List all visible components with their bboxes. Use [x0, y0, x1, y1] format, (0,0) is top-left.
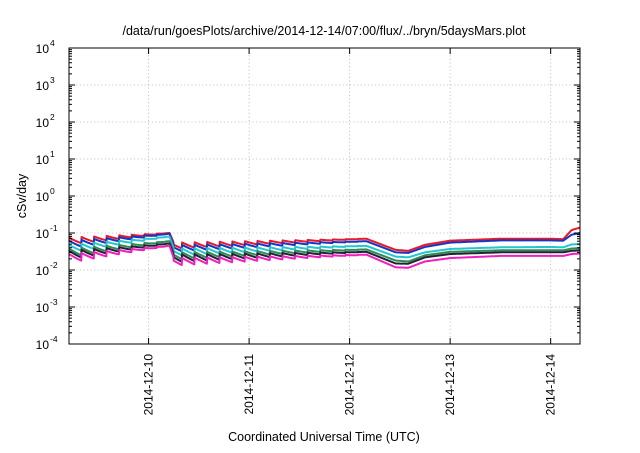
x-tick-label: 2014-12-11	[242, 354, 256, 415]
grid-lines	[69, 47, 580, 345]
series-group	[68, 226, 581, 269]
series-line	[68, 242, 581, 265]
y-tick-label: 10	[36, 79, 50, 93]
y-tick-label: 10	[36, 338, 50, 352]
y-tick-label-exponent: -2	[50, 260, 58, 270]
series-line	[68, 235, 581, 259]
chart-title: /data/run/goesPlots/archive/2014-12-14/0…	[122, 24, 526, 38]
series-line	[68, 226, 581, 252]
y-axis-label: cSv/day	[15, 173, 29, 218]
y-tick-label-exponent: 4	[50, 38, 55, 48]
y-tick-label-exponent: 1	[50, 149, 55, 159]
y-tick-label-exponent: -4	[50, 334, 58, 344]
y-tick-label-exponent: 3	[50, 75, 55, 85]
x-tick-label: 2014-12-12	[343, 354, 357, 416]
series-line	[68, 240, 581, 263]
y-tick-label-exponent: -1	[50, 223, 58, 233]
x-tick-label: 2014-12-13	[443, 354, 457, 416]
x-axis-label: Coordinated Universal Time (UTC)	[228, 430, 420, 444]
y-tick-label-exponent: -3	[50, 297, 58, 307]
y-tick-label: 10	[36, 227, 50, 241]
series-line	[68, 244, 581, 269]
y-tick-label-exponent: 0	[50, 186, 55, 196]
series-line	[68, 232, 581, 254]
y-tick-label: 10	[36, 301, 50, 315]
y-tick-label: 10	[36, 153, 50, 167]
y-tick-label: 10	[36, 116, 50, 130]
y-tick-label: 10	[36, 42, 50, 56]
y-tick-label: 10	[36, 190, 50, 204]
y-tick-label-exponent: 2	[50, 112, 55, 122]
x-tick-label: 2014-12-10	[142, 354, 156, 416]
x-tick-label: 2014-12-14	[544, 354, 558, 416]
y-tick-label: 10	[36, 264, 50, 278]
